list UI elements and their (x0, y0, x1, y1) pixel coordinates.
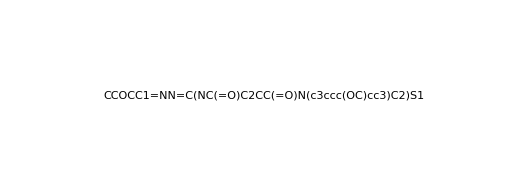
Text: CCOCC1=NN=C(NC(=O)C2CC(=O)N(c3ccc(OC)cc3)C2)S1: CCOCC1=NN=C(NC(=O)C2CC(=O)N(c3ccc(OC)cc3… (103, 91, 425, 101)
